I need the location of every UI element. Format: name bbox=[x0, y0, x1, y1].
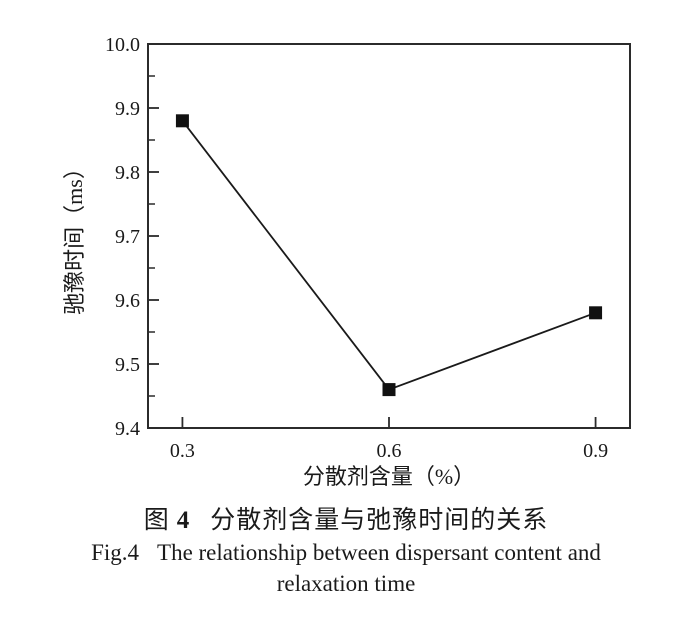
caption-en-text: The relationship between dispersant cont… bbox=[157, 540, 601, 565]
caption-chinese: 图 4 分散剂含量与弛豫时间的关系 bbox=[0, 500, 692, 536]
figure-number-cn-num: 4 bbox=[176, 507, 191, 534]
caption-cn-text: 分散剂含量与弛豫时间的关系 bbox=[210, 507, 549, 534]
caption-english-line1: Fig.4 The relationship between dispersant… bbox=[0, 540, 692, 566]
data-point-marker bbox=[175, 114, 189, 128]
y-tick-label: 9.8 bbox=[115, 162, 140, 184]
caption-english-line2: relaxation time bbox=[276, 571, 416, 596]
y-tick-label: 9.9 bbox=[115, 98, 140, 120]
x-tick-label: 0.9 bbox=[583, 440, 608, 462]
y-tick-label: 10.0 bbox=[105, 34, 140, 56]
data-point-marker bbox=[589, 306, 603, 320]
y-tick-label: 9.4 bbox=[115, 418, 140, 440]
x-tick-label: 0.6 bbox=[377, 440, 402, 462]
y-tick-label: 9.7 bbox=[115, 226, 140, 248]
x-axis-label: 分散剂含量（%） bbox=[303, 464, 475, 489]
data-line bbox=[181, 120, 596, 391]
y-axis-label: 驰豫时间（ms） bbox=[62, 157, 87, 315]
plot-frame bbox=[147, 43, 631, 429]
y-tick-label: 9.6 bbox=[115, 290, 140, 312]
figure-number-cn-char: 图 bbox=[143, 507, 170, 534]
data-point-marker bbox=[382, 383, 396, 397]
relaxation-time-chart: 9.4 9.5 9.6 9.7 9.8 9.9 10.0 0.3 0.6 0.9 分散剂含量（%） 驰… bbox=[62, 34, 631, 489]
x-tick-label: 0.3 bbox=[170, 440, 195, 462]
y-tick-label: 9.5 bbox=[115, 354, 140, 376]
figure-number-en: Fig.4 bbox=[91, 540, 140, 565]
